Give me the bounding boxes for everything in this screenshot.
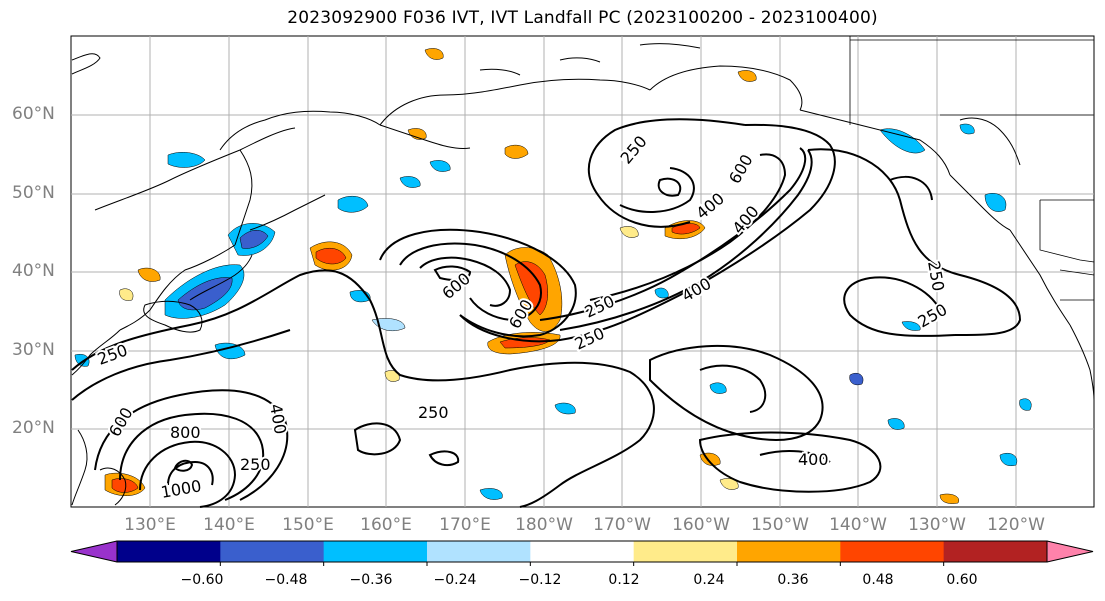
lon-label-170e: 170°E [439, 515, 491, 535]
lat-label-60n: 60°N [12, 104, 55, 124]
coastlines [71, 43, 1095, 506]
contour-label: 400 [798, 450, 829, 469]
map-title: 2023092900 F036 IVT, IVT Landfall PC (20… [287, 8, 878, 28]
lat-label-20n: 20°N [12, 418, 55, 438]
pc-positive-patches [104, 48, 960, 504]
lon-label-150e: 150°E [282, 515, 334, 535]
colorbar-tick-label: −0.36 [349, 572, 393, 588]
lon-label-180w: 180°W [515, 515, 573, 535]
colorbar-tick-label: 0.12 [608, 572, 640, 588]
lon-label-150w: 150°W [751, 515, 809, 535]
lon-label-160w: 160°W [672, 515, 730, 535]
lat-label-50n: 50°N [12, 183, 55, 203]
contour-label: 250 [418, 403, 449, 422]
colorbar-tick-label: −0.12 [518, 572, 562, 588]
ivt-contours [71, 118, 1022, 508]
lon-label-170w: 170°W [593, 515, 651, 535]
political-borders [849, 36, 1095, 301]
lon-label-120w: 120°W [987, 515, 1045, 535]
colorbar-tick-label: −0.24 [433, 572, 477, 588]
colorbar-tick-label: −0.48 [264, 572, 308, 588]
lon-label-140e: 140°E [203, 515, 255, 535]
lat-label-30n: 30°N [12, 340, 55, 360]
colorbar-tick-label: −0.60 [180, 572, 224, 588]
colorbar-tick-label: 0.48 [862, 572, 894, 588]
colorbar-tick-label: 0.36 [777, 572, 809, 588]
colorbar-tick-label: 0.60 [946, 572, 978, 588]
lat-label-40n: 40°N [12, 261, 55, 281]
lon-label-140w: 140°W [829, 515, 887, 535]
colorbar-tick-label: 0.24 [693, 572, 725, 588]
lon-label-160e: 160°E [360, 515, 412, 535]
contour-label: 800 [170, 423, 201, 442]
contour-label: 250 [240, 455, 271, 474]
lon-label-130e: 130°E [124, 515, 176, 535]
lon-label-130w: 130°W [908, 515, 966, 535]
